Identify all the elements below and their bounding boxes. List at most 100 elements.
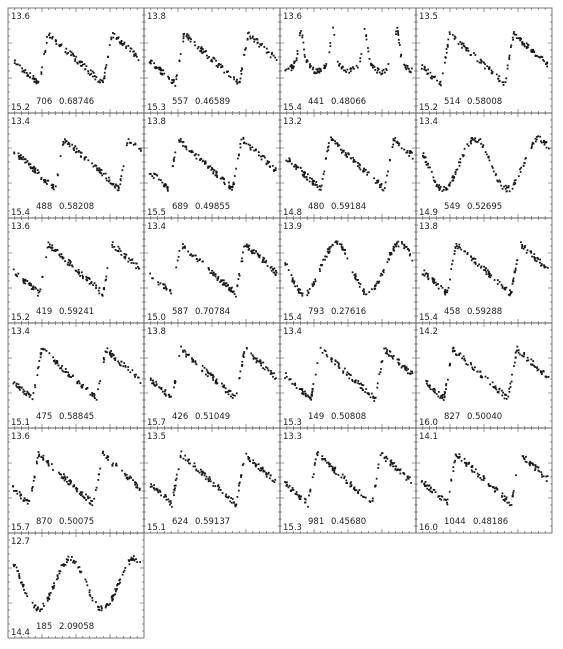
data-point [174,484,177,487]
data-point [323,170,326,173]
data-point [206,57,209,60]
data-point [44,348,46,351]
data-point [247,456,250,458]
data-point [266,367,269,369]
data-point [286,484,288,486]
data-point [165,288,168,290]
data-point [139,382,142,384]
data-point [432,279,435,282]
data-point [425,163,428,166]
data-points [420,31,549,87]
data-point [318,67,321,70]
data-point [304,501,306,504]
data-point [445,499,447,501]
star-id-label: 426 [172,412,188,422]
data-point [39,356,42,359]
data-point [124,365,127,368]
data-point [338,144,341,147]
data-point [120,40,123,42]
data-point [117,185,120,188]
data-points [284,346,414,402]
y-axis-bottom-label: 15.0 [147,313,166,323]
data-point [454,246,457,248]
data-point [208,476,211,478]
data-point [107,604,110,606]
data-point [204,472,206,475]
data-point [513,183,516,185]
data-point [13,151,16,154]
data-point [207,267,210,270]
data-point [77,566,80,569]
data-point [31,398,34,401]
data-point [51,246,54,249]
data-point [207,480,210,483]
data-point [164,389,167,391]
data-point [38,171,40,174]
data-point [37,291,40,294]
data-point [134,376,136,378]
data-point [201,48,204,50]
data-point [509,289,511,292]
data-point [390,459,393,462]
data-point [345,155,348,158]
data-point [383,456,386,459]
data-point [284,262,287,265]
data-point [491,165,493,168]
data-point [251,251,254,253]
data-point [22,583,25,586]
data-point [180,345,182,348]
data-point [24,158,27,161]
data-point [502,499,505,501]
data-point [22,278,25,280]
data-point [328,465,331,468]
data-point [28,284,31,286]
data-point [380,184,382,186]
data-point [521,244,523,246]
data-point [405,246,408,248]
data-point [223,181,225,184]
data-point [243,351,246,353]
y-axis-bottom-label: 15.7 [11,523,30,533]
data-point [508,58,511,61]
data-point [324,65,326,68]
data-point [523,352,526,354]
data-point [149,486,152,488]
data-point [443,393,446,396]
data-point [180,450,183,453]
data-point [61,255,64,258]
data-point [458,161,460,164]
data-point [422,154,424,157]
data-point [296,165,298,168]
data-point [526,359,528,362]
data-point [330,357,333,359]
data-point [40,455,43,458]
y-axis-top-label: 13.4 [283,327,302,337]
data-point [148,173,151,175]
data-point [359,60,362,63]
data-point [266,160,269,162]
data-point [114,249,117,251]
data-point [235,392,238,395]
data-point [459,41,462,43]
data-point [115,183,117,186]
data-point [47,463,50,465]
data-point [100,609,103,612]
data-point [65,47,68,50]
data-point [119,42,122,45]
data-point [531,462,534,465]
y-axis-top-label: 13.2 [283,117,302,127]
data-point [480,266,482,269]
data-point [213,169,216,171]
data-point [405,366,408,369]
data-point [365,38,368,41]
data-point [514,267,517,270]
data-point [406,67,409,69]
data-point [357,165,359,167]
data-point [484,269,486,272]
data-point [295,168,297,170]
data-point [533,253,536,255]
data-point [492,486,495,489]
data-point [128,257,130,260]
data-point [211,60,214,63]
